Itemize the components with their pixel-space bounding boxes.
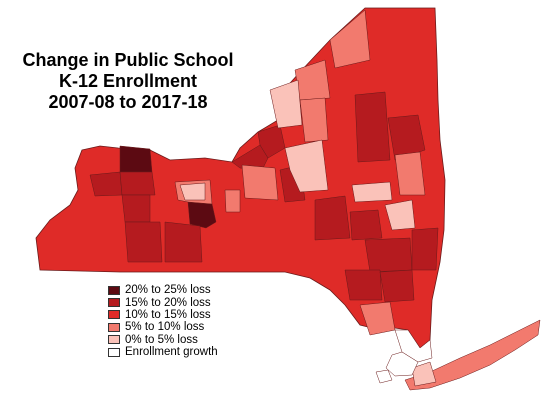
county-livingston (179, 182, 206, 201)
county-nassau-west (411, 361, 437, 387)
legend-item-0-5: 0% to 5% loss (108, 334, 218, 346)
legend-item-20-25: 20% to 25% loss (108, 284, 218, 296)
county-rockland (359, 301, 396, 336)
title-line-1: Change in Public School (22, 50, 234, 70)
legend-item-5-10: 5% to 10% loss (108, 321, 218, 333)
legend-swatch (108, 298, 120, 308)
county-clinton (329, 9, 371, 69)
title-line-2: K-12 Enrollment (58, 71, 198, 91)
county-greene (349, 209, 383, 241)
legend-label: 10% to 15% loss (125, 308, 211, 321)
county-dutchess (411, 227, 439, 271)
county-schoharie (394, 151, 426, 196)
legend-swatch (108, 310, 120, 320)
legend-swatch (108, 285, 120, 295)
county-oneida (284, 139, 329, 193)
legend-swatch (108, 322, 120, 332)
legend-item-15-20: 15% to 20% loss (108, 296, 218, 309)
title-line-3: 2007-08 to 2017-18 (48, 92, 208, 112)
county-saint-lawrence (269, 79, 303, 129)
county-allegany (124, 221, 163, 263)
county-genesee (119, 171, 156, 196)
county-delaware (314, 195, 351, 241)
legend-item-growth: Enrollment growth (108, 346, 218, 358)
county-columbia (384, 199, 416, 231)
legend: 20% to 25% loss 15% to 20% loss 10% to 1… (108, 284, 218, 358)
county-steuben (164, 221, 203, 263)
county-niagara-region (119, 145, 153, 173)
legend-swatch (108, 335, 120, 345)
legend-label: 20% to 25% loss (125, 284, 211, 297)
state-outline (35, 7, 446, 349)
legend-label: 0% to 5% loss (125, 333, 198, 346)
county-sullivan (344, 269, 383, 301)
county-wyoming (121, 194, 151, 223)
map-title: Change in Public School K-12 Enrollment … (18, 50, 238, 113)
county-wayne (231, 144, 269, 171)
county-oswego (257, 124, 286, 159)
county-saratoga (351, 181, 393, 203)
county-orleans (89, 171, 123, 197)
county-nyc (385, 351, 419, 377)
county-onondaga-region (187, 201, 217, 229)
county-cayuga (241, 164, 279, 201)
county-long-island-east (404, 319, 541, 391)
county-seneca (224, 189, 241, 213)
county-orange (379, 269, 415, 303)
legend-label: 15% to 20% loss (125, 296, 211, 309)
county-jefferson (294, 59, 331, 101)
legend-item-10-15: 10% to 15% loss (108, 309, 218, 321)
county-staten-island (375, 369, 393, 384)
legend-label: 5% to 10% loss (125, 321, 205, 334)
county-ulster (364, 237, 413, 273)
legend-swatch (108, 347, 120, 357)
county-hamilton (354, 91, 391, 163)
legend-label: Enrollment growth (125, 346, 218, 359)
county-lewis (299, 97, 329, 143)
county-warren (387, 114, 426, 161)
